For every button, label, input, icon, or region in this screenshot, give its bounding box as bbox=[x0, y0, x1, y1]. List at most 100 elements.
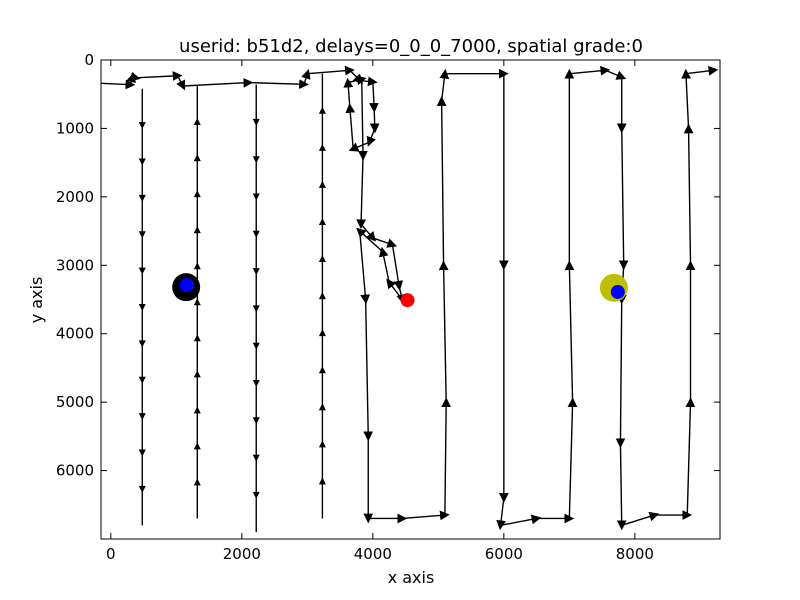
trajectory-segment bbox=[681, 68, 692, 129]
blue-gaze-2-point bbox=[610, 284, 625, 299]
trajectory-arrow bbox=[318, 143, 326, 151]
trajectory-segment bbox=[621, 511, 660, 526]
trajectory-arrow bbox=[318, 329, 326, 337]
trajectory-arrow bbox=[138, 376, 146, 384]
trajectory-segment bbox=[129, 71, 141, 82]
axis-ticks: 0 2000 4000 6000 8000 0 1000 2000 3000 4000 5000 60… bbox=[56, 51, 720, 563]
trajectory-segment bbox=[616, 443, 627, 531]
trajectory-segment bbox=[441, 397, 452, 516]
x-tick-label: 0 bbox=[106, 545, 116, 563]
trajectory-arrow bbox=[252, 342, 260, 350]
trajectory-segment bbox=[372, 237, 398, 248]
trajectory-segment bbox=[182, 77, 254, 88]
trajectory-segment bbox=[496, 497, 507, 531]
trajectory-segment bbox=[436, 96, 447, 266]
trajectory-arrow bbox=[138, 194, 146, 202]
trajectory-arrow bbox=[138, 449, 146, 457]
trajectory-arrow bbox=[318, 180, 326, 188]
trajectory-segment bbox=[135, 71, 183, 81]
trajectory-arrow bbox=[193, 190, 201, 198]
trajectory-arrow bbox=[252, 230, 260, 238]
trajectory-segment bbox=[347, 75, 367, 86]
trajectory-segment bbox=[356, 155, 367, 230]
trajectory-arrow bbox=[318, 217, 326, 225]
trajectory-segment bbox=[307, 65, 355, 76]
trajectory-segment bbox=[359, 231, 371, 305]
x-tick-label: 2000 bbox=[223, 545, 261, 563]
trajectory-arrow bbox=[318, 477, 326, 485]
trajectory-segment bbox=[685, 397, 696, 516]
trajectory-arrow bbox=[252, 454, 260, 462]
red-start-point bbox=[400, 293, 415, 308]
trajectory-segment bbox=[391, 244, 404, 291]
trajectory-segment bbox=[615, 299, 626, 449]
trajectory-arrow bbox=[252, 268, 260, 276]
trajectory-segment bbox=[605, 69, 627, 80]
trajectory-segment bbox=[301, 69, 311, 85]
trajectory-segment bbox=[439, 68, 450, 102]
y-tick-label: 1000 bbox=[56, 119, 94, 137]
x-tick-label: 6000 bbox=[485, 545, 523, 563]
trajectory-segment bbox=[126, 72, 136, 85]
trajectory-arrow bbox=[252, 118, 260, 126]
x-tick-label: 4000 bbox=[354, 545, 392, 563]
trajectory-segment bbox=[101, 79, 136, 90]
trajectory-segment bbox=[358, 79, 368, 161]
trajectory-segment bbox=[567, 397, 578, 519]
trajectory-arrow bbox=[193, 406, 201, 414]
trajectory-arrow bbox=[252, 305, 260, 313]
x-axis-label: x axis bbox=[388, 568, 435, 587]
trajectory-arrow bbox=[138, 485, 146, 493]
trajectory-arrow bbox=[193, 262, 201, 270]
blue-gaze-1-point bbox=[179, 278, 194, 293]
trajectory-segment bbox=[402, 510, 450, 521]
trajectory-arrow bbox=[193, 154, 201, 162]
trajectory-segment bbox=[349, 69, 364, 85]
trajectory-segment bbox=[369, 81, 379, 113]
chart-title: userid: b51d2, delays=0_0_0_7000, spatia… bbox=[179, 36, 643, 57]
x-tick-label: 8000 bbox=[616, 545, 654, 563]
trajectory-arrow bbox=[252, 156, 260, 164]
trajectory-arrow bbox=[138, 231, 146, 239]
trajectory-arrow bbox=[193, 118, 201, 126]
trajectory-segment bbox=[363, 299, 374, 442]
trajectory-arrow bbox=[138, 413, 146, 421]
y-tick-label: 4000 bbox=[56, 325, 94, 343]
trajectory-arrow bbox=[318, 403, 326, 411]
trajectory-segment bbox=[378, 246, 390, 283]
trajectory-arrow bbox=[318, 440, 326, 448]
trajectory-arrow bbox=[193, 442, 201, 450]
trajectory-segment bbox=[360, 223, 377, 242]
trajectory-arrow bbox=[138, 122, 146, 130]
trajectory-segment bbox=[369, 107, 380, 134]
trajectory-arrow bbox=[193, 370, 201, 378]
trajectory-segment bbox=[564, 260, 575, 403]
trajectory-segment bbox=[345, 103, 356, 150]
trajectory-arrow bbox=[193, 226, 201, 234]
trajectory-arrow bbox=[193, 334, 201, 342]
trajectory-segment bbox=[500, 514, 542, 527]
trajectory-arrow bbox=[138, 304, 146, 312]
y-tick-label: 6000 bbox=[56, 462, 94, 480]
trajectory-segment bbox=[386, 278, 403, 300]
y-axis-label: y axis bbox=[27, 277, 46, 324]
plot-area bbox=[101, 65, 719, 533]
trajectory-segment bbox=[618, 128, 629, 271]
trajectory-segment bbox=[356, 227, 384, 253]
trajectory-arrow bbox=[193, 298, 201, 306]
trajectory-segment bbox=[248, 79, 309, 90]
trajectory-segment bbox=[438, 260, 449, 403]
trajectory-arrow bbox=[252, 379, 260, 387]
trajectory-arrow bbox=[252, 491, 260, 499]
y-tick-label: 5000 bbox=[56, 393, 94, 411]
trajectory-segment bbox=[348, 141, 370, 152]
trajectory-arrow bbox=[138, 158, 146, 166]
y-tick-label: 0 bbox=[84, 51, 94, 69]
trajectory-arrow bbox=[318, 366, 326, 374]
trajectory-arrow bbox=[252, 417, 260, 425]
y-tick-label: 2000 bbox=[56, 188, 94, 206]
trajectory-segment bbox=[176, 75, 186, 91]
trajectory-arrow bbox=[193, 478, 201, 486]
trajectory-arrow bbox=[318, 106, 326, 114]
